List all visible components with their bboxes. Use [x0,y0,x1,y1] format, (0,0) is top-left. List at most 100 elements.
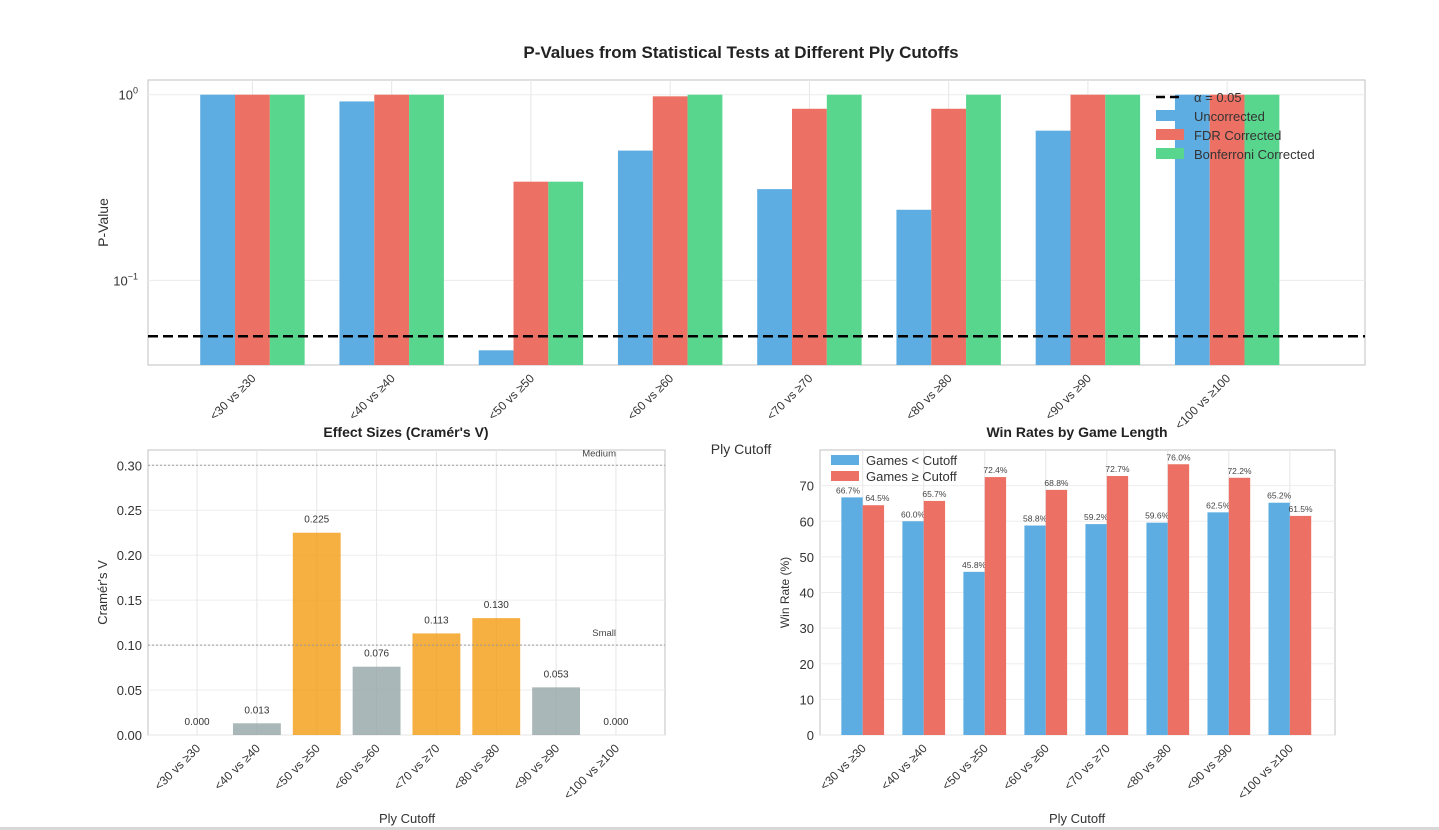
bar-uncorrected [478,350,514,365]
bar-games-above-cutoff [862,505,885,735]
y-tick-label: 100 [119,86,138,103]
window-bottom-border [0,827,1439,830]
bar-games-above-cutoff [923,500,946,735]
bar-fdr-corrected [374,94,410,365]
x-tick-label: <40 vs ≥40 [878,741,930,793]
data-label: 61.5% [1288,504,1313,514]
y-tick-label: 10−1 [113,271,138,288]
legend-label: Games ≥ Cutoff [866,469,957,484]
legend-swatch [1156,148,1184,159]
bar-bonferroni-corrected [548,181,584,365]
data-label: 0.053 [544,669,569,680]
y-axis-label: P-Value [95,198,111,247]
x-tick-label: <100 vs ≥100 [1235,741,1296,802]
bar-bonferroni-corrected [687,94,723,365]
x-axis-label: Ply Cutoff [379,811,436,826]
data-label: 65.2% [1267,491,1292,501]
x-tick-label: <50 vs ≥50 [271,741,323,793]
x-tick-label: <80 vs ≥80 [1122,741,1174,793]
x-tick-label: <60 vs ≥60 [625,371,677,423]
y-tick-label: 0.10 [117,638,142,653]
bar-cramers-v [412,633,461,735]
x-tick-label: <100 vs ≥100 [1172,371,1233,432]
data-label: 0.000 [185,717,210,728]
legend-label: Games < Cutoff [866,453,958,468]
bar-cramers-v [232,723,281,735]
bar-cramers-v [472,618,521,735]
data-label: 58.8% [1023,514,1048,524]
y-tick-label: 0 [807,728,814,743]
bar-fdr-corrected [931,108,967,365]
data-label: 72.7% [1105,464,1130,474]
y-tick-label: 0.30 [117,458,142,473]
x-tick-label: <70 vs ≥70 [764,371,816,423]
bar-uncorrected [339,101,375,366]
bar-games-below-cutoff [1085,524,1107,735]
bar-uncorrected [1035,130,1071,365]
data-label: 0.013 [244,705,269,716]
y-tick-label: 30 [800,621,814,636]
data-label: 59.2% [1084,512,1109,522]
bar-games-above-cutoff [1106,476,1129,735]
bar-cramers-v [352,666,401,735]
x-tick-label: <70 vs ≥70 [1061,741,1113,793]
y-tick-label: 0.05 [117,683,142,698]
bar-cramers-v [292,532,341,735]
y-tick-exponent: −1 [128,271,138,281]
bar-fdr-corrected [792,108,827,365]
reference-label: Small [592,628,616,639]
legend-swatch [1156,129,1184,140]
bar-games-below-cutoff [963,571,985,735]
x-tick-label: <100 vs ≥100 [561,741,622,802]
bar-fdr-corrected [652,96,688,366]
effect-size-chart: Effect Sizes (Cramér's V) 0.00 0.05 0.10 0.1… [95,424,666,826]
y-tick-label: 60 [800,514,814,529]
x-tick-label: <30 vs ≥30 [152,741,204,793]
y-tick-label: 0.15 [117,593,142,608]
y-tick-label: 20 [800,657,814,672]
legend-swatch [831,471,859,481]
x-tick-label: <90 vs ≥90 [511,741,563,793]
y-tick-label: 0.20 [117,548,142,563]
data-label: 60.0% [901,509,926,519]
pvalue-chart: P-Values from Statistical Tests at Diffe… [95,43,1366,457]
legend-label: α = 0.05 [1194,90,1242,105]
plot-area [147,449,666,736]
bar-games-below-cutoff [1268,502,1290,735]
y-tick-label: 40 [800,586,814,601]
y-tick-label: 50 [800,550,814,565]
bar-bonferroni-corrected [409,94,444,365]
x-tick-label: <40 vs ≥40 [211,741,263,793]
bar-games-above-cutoff [984,477,1007,735]
data-label: 72.4% [983,465,1008,475]
legend-swatch [831,455,859,465]
bar-bonferroni-corrected [1244,94,1280,365]
y-tick-base: 10 [113,273,127,288]
data-label: 72.2% [1227,466,1252,476]
chart-title: Effect Sizes (Cramér's V) [323,424,488,440]
bar-games-below-cutoff [841,497,863,735]
data-label: 59.6% [1145,511,1170,521]
bar-uncorrected [896,209,932,365]
data-label: 68.8% [1044,478,1069,488]
win-rate-chart: Win Rates by Game Length 0 10 20 30 40 50 60 70 <… [778,424,1336,826]
bar-bonferroni-corrected [1105,94,1141,365]
x-tick-label: <40 vs ≥40 [346,371,398,423]
y-tick-base: 10 [119,88,133,103]
y-axis-label: Cramér's V [95,560,110,625]
y-tick-exponent: 0 [133,86,138,96]
x-tick-label: <30 vs ≥30 [817,741,869,793]
x-tick-label: <60 vs ≥60 [1000,741,1052,793]
data-label: 0.225 [304,515,329,526]
x-axis-label: Ply Cutoff [1049,811,1106,826]
legend-label: Uncorrected [1194,109,1265,124]
y-tick-label: 0.25 [117,503,142,518]
data-label: 45.8% [962,560,987,570]
x-tick-label: <30 vs ≥30 [207,371,259,423]
data-label: 0.076 [364,649,389,660]
bar-games-above-cutoff [1228,477,1251,735]
x-tick-label: <80 vs ≥80 [903,371,955,423]
bar-uncorrected [617,150,653,365]
